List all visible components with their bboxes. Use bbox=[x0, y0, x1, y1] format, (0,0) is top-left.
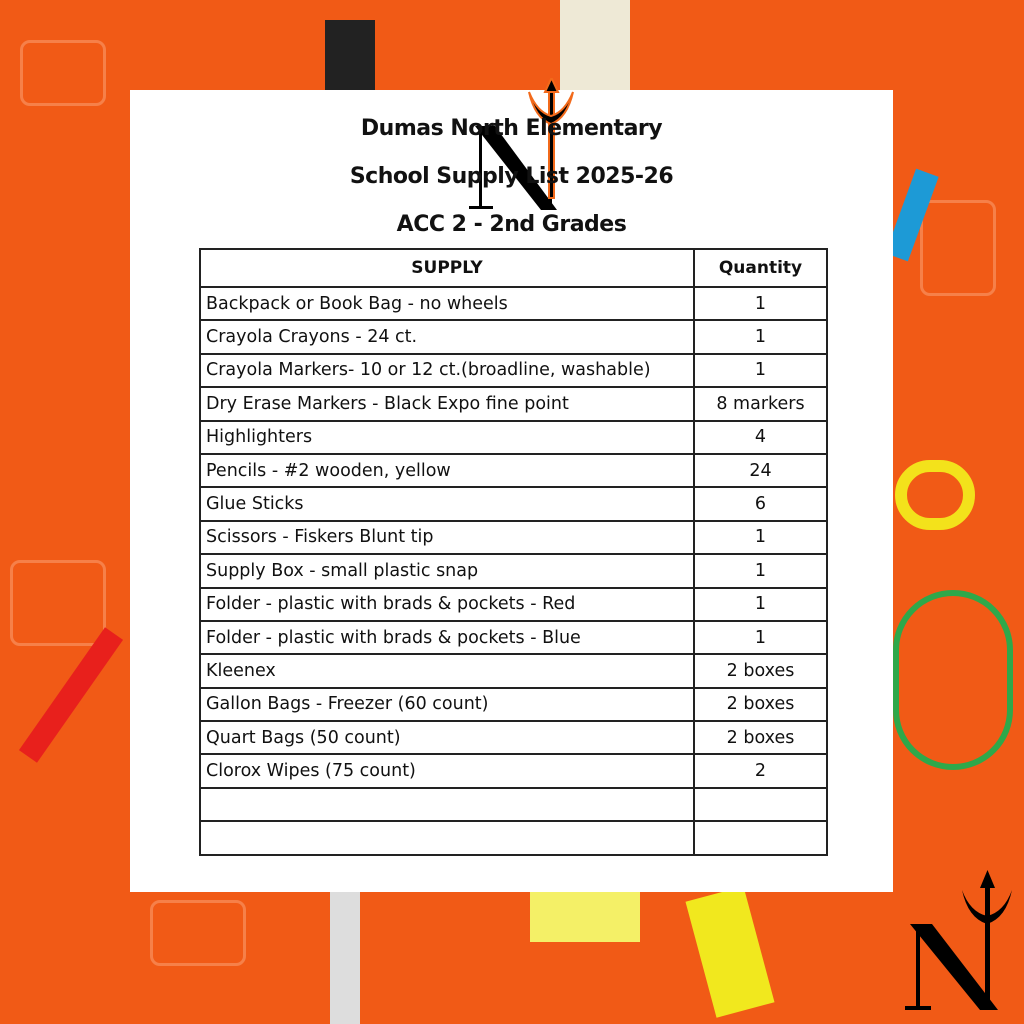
pen-image bbox=[330, 892, 360, 1024]
supply-cell: Crayola Markers- 10 or 12 ct.(broadline,… bbox=[199, 352, 695, 389]
list-title: School Supply List 2025-26 bbox=[349, 164, 674, 189]
quantity-cell: 1 bbox=[693, 352, 828, 389]
supply-cell: Quart Bags (50 count) bbox=[199, 720, 695, 756]
quantity-cell: 4 bbox=[693, 419, 828, 455]
background-doodle bbox=[150, 900, 246, 966]
table-row: Kleenex 2 boxes bbox=[199, 653, 828, 689]
background-doodle bbox=[10, 560, 106, 646]
quantity-cell: 2 boxes bbox=[693, 720, 828, 756]
quantity-cell: 1 bbox=[693, 553, 828, 589]
supply-cell: Supply Box - small plastic snap bbox=[199, 553, 695, 589]
quantity-cell: 6 bbox=[693, 486, 828, 522]
table-row bbox=[199, 786, 828, 823]
background-doodle bbox=[920, 200, 996, 296]
quantity-cell bbox=[693, 786, 828, 823]
supply-cell bbox=[199, 786, 695, 823]
grade-label: ACC 2 - 2nd Grades bbox=[396, 212, 627, 237]
quantity-cell: 2 bbox=[693, 753, 828, 789]
stapler-image bbox=[560, 0, 630, 90]
table-header-row: SUPPLY Quantity bbox=[199, 248, 828, 288]
quantity-cell: 2 boxes bbox=[693, 686, 828, 723]
quantity-cell: 1 bbox=[693, 519, 828, 556]
trident-icon bbox=[962, 870, 1012, 1002]
pencil-image bbox=[18, 627, 124, 763]
corner-logo-letter-n-shape bbox=[905, 920, 998, 1010]
table-row: Quart Bags (50 count) 2 boxes bbox=[199, 720, 828, 756]
school-name: Dumas North Elementary bbox=[360, 116, 663, 141]
table-row: Backpack or Book Bag - no wheels 1 bbox=[199, 285, 828, 322]
supply-cell: Folder - plastic with brads & pockets - … bbox=[199, 586, 695, 622]
supply-cell: Gallon Bags - Freezer (60 count) bbox=[199, 686, 695, 723]
scissors-image bbox=[895, 460, 975, 530]
sticky-notes-image bbox=[530, 892, 640, 942]
quantity-cell: 2 boxes bbox=[693, 653, 828, 689]
quantity-cell: 8 markers bbox=[693, 386, 828, 422]
table-row: Folder - plastic with brads & pockets - … bbox=[199, 619, 828, 656]
supply-cell: Glue Sticks bbox=[199, 486, 695, 522]
background-doodle bbox=[20, 40, 106, 106]
table-row: Dry Erase Markers - Black Expo fine poin… bbox=[199, 386, 828, 422]
table-row: Highlighters 4 bbox=[199, 419, 828, 455]
quantity-cell: 1 bbox=[693, 586, 828, 622]
supply-table: SUPPLY Quantity Backpack or Book Bag - n… bbox=[199, 248, 828, 856]
quantity-cell: 1 bbox=[693, 285, 828, 322]
table-row: Clorox Wipes (75 count) 2 bbox=[199, 753, 828, 789]
quantity-cell: 24 bbox=[693, 452, 828, 489]
supply-cell: Dry Erase Markers - Black Expo fine poin… bbox=[199, 386, 695, 422]
supply-list-card: Dumas North Elementary School Supply Lis… bbox=[130, 78, 893, 892]
column-header-quantity: Quantity bbox=[693, 248, 828, 288]
column-header-supply: SUPPLY bbox=[199, 248, 695, 288]
corner-trident-n-logo bbox=[905, 870, 1012, 1010]
supply-cell: Clorox Wipes (75 count) bbox=[199, 753, 695, 789]
supply-cell: Crayola Crayons - 24 ct. bbox=[199, 319, 695, 355]
table-row: Glue Sticks 6 bbox=[199, 486, 828, 522]
table-row: Scissors - Fiskers Blunt tip 1 bbox=[199, 519, 828, 556]
supply-cell: Folder - plastic with brads & pockets - … bbox=[199, 619, 695, 656]
quantity-cell: 1 bbox=[693, 619, 828, 656]
binder-clip-image bbox=[325, 20, 375, 90]
table-row: Pencils - #2 wooden, yellow 24 bbox=[199, 452, 828, 489]
supply-cell: Kleenex bbox=[199, 653, 695, 689]
rubber-bands-image bbox=[893, 590, 1013, 770]
table-row: Crayola Markers- 10 or 12 ct.(broadline,… bbox=[199, 352, 828, 389]
trident-icon bbox=[528, 78, 574, 199]
supply-cell: Scissors - Fiskers Blunt tip bbox=[199, 519, 695, 556]
table-row: Crayola Crayons - 24 ct. 1 bbox=[199, 319, 828, 355]
table-row: Gallon Bags - Freezer (60 count) 2 boxes bbox=[199, 686, 828, 723]
quantity-cell bbox=[693, 820, 828, 856]
highlighter-image bbox=[685, 886, 775, 1018]
table-row: Supply Box - small plastic snap 1 bbox=[199, 553, 828, 589]
supply-cell bbox=[199, 820, 695, 856]
trident-n-logo bbox=[469, 78, 574, 210]
supply-cell: Pencils - #2 wooden, yellow bbox=[199, 452, 695, 489]
quantity-cell: 1 bbox=[693, 319, 828, 355]
supply-cell: Highlighters bbox=[199, 419, 695, 455]
supply-cell: Backpack or Book Bag - no wheels bbox=[199, 285, 695, 322]
table-row: Folder - plastic with brads & pockets - … bbox=[199, 586, 828, 622]
table-row bbox=[199, 820, 828, 856]
